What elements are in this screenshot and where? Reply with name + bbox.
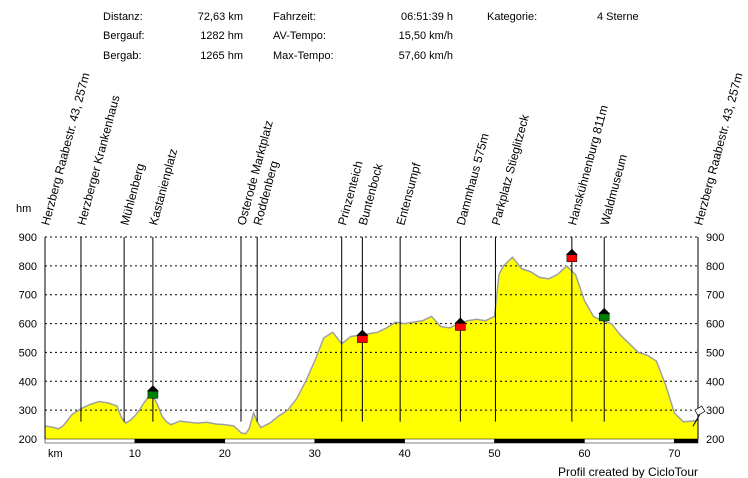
- marker-roof: [454, 317, 467, 324]
- y-tick-label-left: 700: [19, 290, 37, 302]
- x-axis-title: km: [48, 448, 63, 460]
- time-value: 06:51:39 h: [401, 11, 453, 23]
- descent-label: Bergab:: [103, 50, 142, 62]
- y-tick-label-right: 400: [706, 376, 724, 388]
- x-axis-scale-segment: [224, 438, 315, 444]
- x-tick-label: 20: [219, 448, 231, 460]
- y-axis-title: hm: [16, 203, 31, 215]
- marker-roof: [565, 248, 578, 255]
- y-tick-label-right: 200: [706, 434, 724, 446]
- x-axis-scale-segment: [134, 438, 226, 444]
- marker-house: [598, 313, 610, 322]
- y-tick-label-left: 600: [19, 319, 37, 331]
- x-tick-label: 70: [668, 448, 680, 460]
- x-axis-scale-segment: [674, 438, 699, 444]
- x-axis-scale-segment: [494, 438, 585, 444]
- waypoint-label: Waldmuseum: [598, 153, 630, 227]
- ascent-label: Bergauf:: [103, 30, 145, 42]
- y-tick-label-left: 900: [19, 232, 37, 244]
- ride-statistics: Distanz: 72,63 km Bergauf: 1282 hm Berga…: [0, 0, 748, 70]
- x-tick-label: 60: [578, 448, 590, 460]
- elevation-area: [45, 257, 698, 439]
- avg-speed-label: AV-Tempo:: [273, 30, 326, 42]
- max-speed-value: 57,60 km/h: [398, 50, 453, 62]
- x-axis-scale-segment: [404, 438, 495, 444]
- elevation-line: [44, 256, 699, 435]
- distance-value: 72,63 km: [197, 11, 243, 23]
- descent-value: 1265 hm: [200, 50, 243, 62]
- x-tick-label: 30: [309, 448, 321, 460]
- avg-speed-value: 15,50 km/h: [398, 30, 453, 42]
- y-tick-label-left: 500: [19, 347, 37, 359]
- waypoint-label: Dammhaus 575m: [454, 132, 492, 227]
- marker-roof: [146, 385, 159, 392]
- x-axis-scale-segment: [314, 438, 405, 444]
- marker-roof: [356, 329, 369, 336]
- y-tick-label-left: 300: [19, 405, 37, 417]
- x-axis-scale-segment: [584, 438, 675, 444]
- marker-house: [147, 391, 159, 399]
- waypoint-label: Herzberg Raabestr. 43, 257m: [691, 71, 745, 227]
- distance-label: Distanz:: [103, 11, 143, 23]
- x-tick-label: 40: [399, 448, 411, 460]
- category-value: 4 Sterne: [597, 11, 639, 23]
- time-label: Fahrzeit:: [273, 11, 316, 23]
- y-tick-label-left: 800: [19, 261, 37, 273]
- marker-house: [357, 335, 368, 343]
- marker-roof: [598, 307, 611, 314]
- y-tick-label-right: 300: [706, 405, 724, 417]
- chart-credit: Profil created by CicloTour: [558, 465, 698, 478]
- x-tick-label: 10: [129, 448, 141, 460]
- ascent-value: 1282 hm: [200, 30, 243, 42]
- y-tick-label-right: 700: [706, 290, 724, 302]
- y-tick-label-right: 500: [706, 347, 724, 359]
- waypoint-label: Parkplatz Stieglitzeck: [489, 112, 532, 227]
- max-speed-label: Max-Tempo:: [273, 50, 334, 62]
- x-axis-scale-segment: [44, 438, 136, 444]
- marker-house: [455, 323, 466, 331]
- category-label: Kategorie:: [487, 11, 538, 23]
- y-tick-label-right: 800: [706, 261, 724, 273]
- x-tick-label: 50: [488, 448, 500, 460]
- y-tick-label-right: 900: [706, 232, 724, 244]
- y-tick-label-left: 200: [19, 434, 37, 446]
- waypoint-label: Mühlenberg: [117, 162, 147, 227]
- y-tick-label-left: 400: [19, 376, 37, 388]
- finish-flag-icon: [694, 405, 706, 416]
- waypoint-label: Kastanienplatz: [146, 147, 180, 227]
- y-tick-label-right: 600: [706, 319, 724, 331]
- waypoint-label: Entensumpf: [394, 161, 424, 227]
- marker-house: [566, 254, 578, 263]
